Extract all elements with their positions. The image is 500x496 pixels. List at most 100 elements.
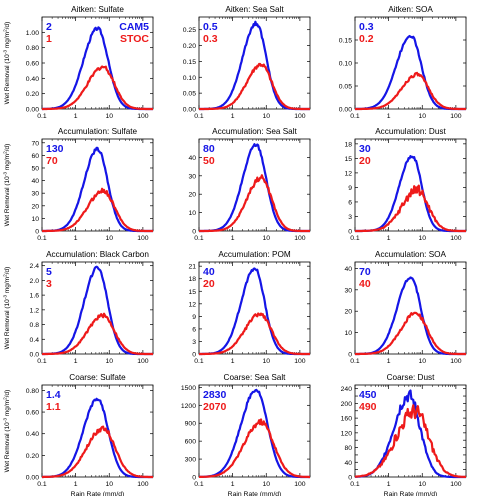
y-axis-label-part: mg/m [4,154,11,172]
y-tick-label: 0.15 [183,59,196,66]
x-tick-label: 10 [262,481,270,488]
y-tick-label: 0.8 [30,322,40,329]
y-tick-label: 18 [188,276,196,283]
series-line-cam5 [41,146,154,233]
panel-title: Aitken: Sea Salt [225,5,284,14]
y-tick-label: 0.0 [30,352,40,359]
y-tick-label: 30 [188,173,196,180]
total-cam5: 130 [46,143,64,155]
x-tick-label: 0.1 [37,481,47,488]
panel-6: Accumulation: Black Carbon 0.0 0.4 0.8 1.2 1.… [3,250,154,365]
series-line-cam5 [198,143,311,233]
plot-frame [198,138,311,232]
y-tick-label: 0 [348,352,352,359]
y-axis-label-superscript: 2 [3,274,9,277]
y-tick-label: 2.0 [30,278,40,285]
x-axis-label: Rain Rate (mm/d) [228,491,282,496]
x-tick-label: 10 [418,358,426,365]
y-tick-label: 20 [344,309,352,316]
y-axis-label: Wet Removal (10-3 mg/m2/d) [3,390,12,473]
x-tick-label: 10 [418,481,426,488]
y-tick-label: 12 [188,301,196,308]
total-cam5: 30 [359,143,371,155]
y-tick-label: 0.20 [26,453,39,460]
total-cam5: 0.5 [203,21,218,33]
y-tick-label: 0 [348,475,352,482]
x-tick-label: 0.1 [37,113,47,120]
y-axis-label: Wet Removal (10-3 mg/m2/d) [3,144,12,227]
total-stoc: 0.3 [203,33,218,45]
plot-frame [198,261,311,355]
x-tick-label: 1 [74,113,78,120]
x-tick-label: 1 [387,113,391,120]
series-line-stoc [354,184,467,233]
x-tick-label: 0.1 [350,235,360,242]
panel-11: Coarse: Dust 0 40 80 120 160 200 240 0.1 1 10 100 45… [341,373,467,496]
x-tick-label: 10 [105,358,113,365]
y-tick-label: 10 [344,330,352,337]
y-tick-label: 0.05 [183,91,196,98]
total-stoc: 490 [359,401,377,413]
x-tick-label: 100 [450,235,462,242]
y-tick-label: 2.4 [30,263,40,270]
x-tick-label: 1 [74,235,78,242]
panel-7: Accumulation: POM 0 3 6 9 12 15 18 21 0.1 1 10 100 40… [188,250,311,365]
total-cam5: 450 [359,389,377,401]
total-stoc: 1 [46,33,52,45]
y-tick-label: 900 [185,421,197,428]
panel-title: Coarse: Dust [387,373,436,382]
y-axis-label-part: mg/m [4,277,11,295]
y-tick-label: 0 [348,229,352,236]
x-tick-label: 0.1 [37,358,47,365]
x-tick-label: 10 [105,113,113,120]
y-tick-label: 40 [344,266,352,273]
y-axis-label-part: Wet Removal (10 [4,422,11,472]
series-line-cam5 [41,265,154,356]
x-tick-label: 1 [387,358,391,365]
x-tick-label: 10 [418,235,426,242]
y-tick-label: 300 [185,457,197,464]
y-axis-label-superscript: 2 [3,29,9,32]
x-tick-label: 100 [137,358,149,365]
y-tick-label: 120 [341,430,353,437]
y-tick-label: 6 [192,326,196,333]
panel-0: Aitken: Sulfate 0.00 0.20 0.40 0.60 0.80 1.00 0… [3,5,154,120]
y-axis-label-part: Wet Removal (10 [4,54,11,104]
total-stoc: 1.1 [46,401,61,413]
x-tick-label: 100 [450,358,462,365]
panel-title: Accumulation: Dust [375,127,446,136]
series-line-stoc [354,71,467,111]
y-tick-label: 0.25 [183,27,196,34]
y-axis-label-part: mg/m [4,32,11,50]
x-tick-label: 100 [137,481,149,488]
x-tick-label: 100 [450,113,462,120]
y-tick-label: 3 [192,339,196,346]
total-cam5: 2 [46,21,52,33]
series-line-stoc [198,174,311,233]
y-tick-label: 9 [192,314,196,321]
x-tick-label: 0.1 [350,113,360,120]
y-tick-label: 3 [348,214,352,221]
y-tick-label: 0.10 [183,75,196,82]
y-tick-label: 0.00 [183,107,196,114]
y-tick-label: 60 [31,153,39,160]
series-line-cam5 [354,34,467,111]
y-axis-label-part: mg/m [4,400,11,418]
x-tick-label: 100 [294,113,306,120]
y-tick-label: 0 [192,229,196,236]
total-cam5: 1.4 [46,389,61,401]
plot-frame [354,138,467,232]
x-tick-label: 1 [387,235,391,242]
panel-title: Accumulation: Black Carbon [46,250,149,259]
legend-stoc: STOC [120,33,149,45]
y-axis-label-part: Wet Removal (10 [4,176,11,226]
y-tick-label: 0.60 [26,410,39,417]
y-tick-label: 0.05 [339,84,352,91]
y-tick-label: 0.00 [26,107,39,114]
panel-title: Coarse: Sea Salt [224,373,287,382]
total-stoc: 20 [359,155,371,167]
total-cam5: 40 [203,266,215,278]
y-tick-label: 0.40 [26,76,39,83]
y-tick-label: 0.40 [26,431,39,438]
